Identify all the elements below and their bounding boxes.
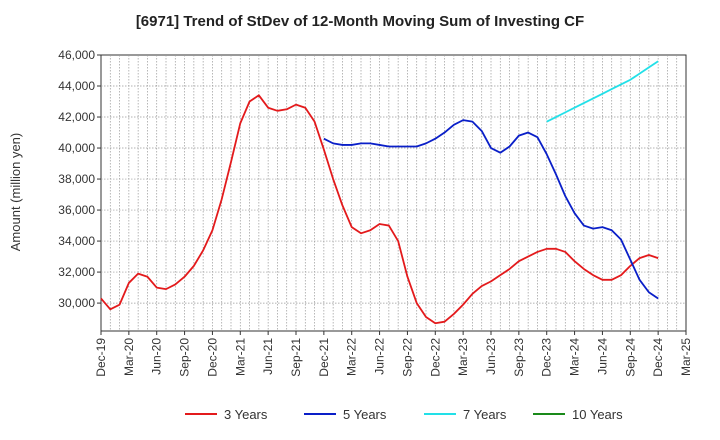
legend-label: 10 Years — [572, 407, 623, 422]
x-tick-label: Jun-23 — [484, 338, 498, 375]
y-tick-label: 44,000 — [58, 79, 95, 93]
legend-label: 7 Years — [463, 407, 507, 422]
legend-label: 5 Years — [343, 407, 387, 422]
x-tick-label: Mar-20 — [122, 338, 136, 376]
grid — [101, 55, 686, 331]
y-tick-label: 42,000 — [58, 110, 95, 124]
y-tick-label: 40,000 — [58, 141, 95, 155]
y-axis-ticks: 30,000 32,000 34,000 36,000 38,000 40,000 42,0… — [58, 48, 101, 310]
series-lines — [100, 60, 659, 325]
x-axis-ticks: Dec-19 Mar-20 Jun-20 Sep-20 Dec-20 Mar-21 Jun-… — [94, 331, 693, 377]
x-tick-label: Mar-23 — [456, 338, 470, 376]
x-tick-label: Dec-19 — [94, 338, 108, 377]
series-line-5-years — [323, 119, 659, 300]
x-tick-label: Jun-22 — [373, 338, 387, 375]
x-tick-label: Jun-21 — [261, 338, 275, 375]
x-tick-label: Mar-21 — [233, 338, 247, 376]
y-tick-label: 38,000 — [58, 172, 95, 186]
x-tick-label: Dec-21 — [317, 338, 331, 377]
y-tick-label: 30,000 — [58, 296, 95, 310]
y-axis-label: Amount (million yen) — [8, 133, 23, 252]
x-tick-label: Mar-25 — [679, 338, 693, 376]
legend: 3 Years 5 Years 7 Years 10 Years — [185, 407, 623, 422]
x-tick-label: Sep-24 — [623, 338, 637, 377]
y-tick-label: 46,000 — [58, 48, 95, 62]
x-tick-label: Jun-20 — [150, 338, 164, 375]
x-tick-label: Sep-23 — [512, 338, 526, 377]
x-tick-label: Jun-24 — [595, 338, 609, 375]
x-tick-label: Sep-22 — [400, 338, 414, 377]
x-tick-label: Sep-21 — [289, 338, 303, 377]
x-tick-label: Mar-24 — [568, 338, 582, 376]
series-line-3-years — [100, 94, 659, 325]
y-tick-label: 34,000 — [58, 234, 95, 248]
x-tick-label: Sep-20 — [178, 338, 192, 377]
y-tick-label: 36,000 — [58, 203, 95, 217]
x-tick-label: Dec-20 — [205, 338, 219, 377]
x-tick-label: Dec-22 — [428, 338, 442, 377]
x-tick-label: Mar-22 — [345, 338, 359, 376]
legend-label: 3 Years — [224, 407, 268, 422]
series-line-7-years — [546, 60, 659, 123]
y-tick-label: 32,000 — [58, 265, 95, 279]
x-tick-label: Dec-23 — [540, 338, 554, 377]
x-tick-label: Dec-24 — [651, 338, 665, 377]
chart-title: [6971] Trend of StDev of 12-Month Moving… — [136, 13, 584, 30]
